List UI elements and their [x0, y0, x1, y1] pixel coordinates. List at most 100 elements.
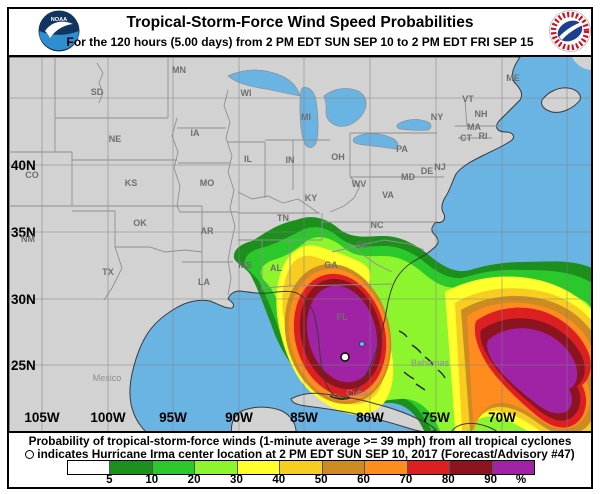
- wind-probability-contours: [233, 217, 591, 431]
- lon-label: 90W: [225, 410, 253, 425]
- graphic-frame: NOAA Tropical-Storm-Force Wind Speed Pro…: [7, 7, 593, 489]
- state-label: PA: [396, 144, 408, 154]
- state-borders: [9, 57, 502, 302]
- colorbar-segment: [364, 461, 407, 474]
- state-label: VT: [462, 94, 474, 104]
- state-label: IA: [191, 128, 201, 138]
- colorbar-segment: [491, 461, 534, 474]
- state-label: MO: [200, 178, 215, 188]
- legend-label: 20: [187, 474, 201, 486]
- lon-label: 95W: [159, 410, 187, 425]
- state-label: RI: [479, 131, 488, 141]
- lake-okeechobee: [359, 341, 365, 347]
- state-label: AR: [201, 226, 214, 236]
- state-label: IN: [286, 155, 295, 165]
- footer: Probability of tropical-storm-force wind…: [9, 431, 591, 487]
- state-label: ME: [506, 73, 520, 83]
- legend-label: 30: [230, 474, 243, 486]
- state-label: VA: [382, 190, 394, 200]
- state-label: LA: [198, 277, 210, 287]
- legend-label: 70: [399, 474, 413, 486]
- state-label: WV: [352, 179, 367, 189]
- state-label: MN: [172, 65, 186, 75]
- state-label: WI: [241, 88, 252, 98]
- colorbar-segment: [68, 461, 110, 474]
- state-label: NY: [431, 112, 444, 122]
- lat-label: 30N: [11, 292, 36, 307]
- state-label: MA: [467, 122, 481, 132]
- center-marker-icon: [25, 450, 35, 459]
- state-label: CO: [25, 170, 39, 180]
- legend-label: 60: [357, 474, 370, 486]
- legend-label: 10: [145, 474, 159, 486]
- state-label: MI: [301, 112, 311, 122]
- svg-text:NOAA: NOAA: [51, 17, 67, 23]
- lon-label: 105W: [24, 410, 60, 425]
- state-label: NC: [371, 220, 384, 230]
- state-label: SD: [91, 87, 104, 97]
- lon-label: 80W: [356, 410, 384, 425]
- colorbar-segment: [321, 461, 365, 474]
- legend-label: %: [515, 474, 527, 486]
- footer-marker-note: indicates Hurricane Irma center location…: [9, 447, 591, 461]
- colorbar-labels: 5 10 20 30 40 50 60 70 80 90%: [67, 474, 533, 486]
- colorbar-segment: [449, 461, 492, 474]
- legend-label: 50: [314, 474, 328, 486]
- latlon-labels: 40N 35N 30N 25N 105W 100W 95W 90W 85W 80W 75W 70W: [11, 158, 516, 425]
- colorbar-segment: [236, 461, 280, 474]
- state-label: NE: [109, 134, 122, 144]
- small-islands: [329, 330, 446, 400]
- lat-label: 25N: [11, 358, 36, 373]
- colorbar-segment: [109, 461, 152, 474]
- place-label: Mexico: [93, 373, 122, 383]
- state-label: FL: [337, 312, 348, 322]
- lat-label: 40N: [11, 158, 36, 173]
- lon-label: 85W: [290, 410, 318, 425]
- state-label: NH: [475, 109, 488, 119]
- state-label: CT: [460, 133, 472, 143]
- state-label: OK: [133, 218, 147, 228]
- legend-label: 80: [441, 474, 455, 486]
- state-label: TX: [102, 267, 114, 277]
- map-overlays: 40N 35N 30N 25N 105W 100W 95W 90W 85W 80W 75W 70W S…: [9, 57, 591, 431]
- legend-label: 90: [484, 474, 498, 486]
- state-label: NM: [21, 234, 35, 244]
- legend-label: 40: [272, 474, 286, 486]
- colorbar-segment: [194, 461, 237, 474]
- lon-label: 75W: [422, 410, 450, 425]
- colorbar-segment: [279, 461, 322, 474]
- page-subtitle: For the 120 hours (5.00 days) from 2 PM …: [66, 35, 534, 49]
- noaa-logo-icon: NOAA: [38, 10, 80, 52]
- footer-description: Probability of tropical-storm-force wind…: [28, 434, 572, 448]
- nws-logo-icon: [549, 10, 591, 52]
- probability-map: 40N 35N 30N 25N 105W 100W 95W 90W 85W 80W 75W 70W S…: [9, 57, 591, 431]
- header: NOAA Tropical-Storm-Force Wind Speed Pro…: [9, 9, 591, 57]
- state-label: MS: [238, 260, 252, 270]
- hurricane-center-marker: [340, 352, 350, 362]
- state-label: MD: [401, 172, 415, 182]
- state-label: TN: [277, 213, 289, 223]
- lon-label: 70W: [488, 410, 516, 425]
- state-label: OH: [331, 152, 345, 162]
- state-label: NJ: [434, 162, 446, 172]
- place-label: Bahamas: [411, 358, 450, 368]
- map-area: 40N 35N 30N 25N 105W 100W 95W 90W 85W 80W 75W 70W S…: [9, 57, 591, 431]
- state-label: KS: [125, 178, 138, 188]
- lat-label: 35N: [11, 225, 36, 240]
- latlon-gridlines: [9, 57, 591, 431]
- state-label: IL: [244, 154, 253, 164]
- state-label: AL: [270, 263, 282, 273]
- page-title: Tropical-Storm-Force Wind Speed Probabil…: [126, 14, 474, 31]
- colorbar-segment: [406, 461, 450, 474]
- lon-label: 100W: [90, 410, 126, 425]
- probability-colorbar: [67, 460, 535, 475]
- state-label: DE: [421, 166, 434, 176]
- colorbar-segment: [151, 461, 195, 474]
- place-label: Cuba: [346, 388, 368, 398]
- state-label: GA: [324, 260, 338, 270]
- state-label: KY: [305, 193, 318, 203]
- state-label: SC: [356, 240, 369, 250]
- legend-label: 5: [106, 474, 113, 486]
